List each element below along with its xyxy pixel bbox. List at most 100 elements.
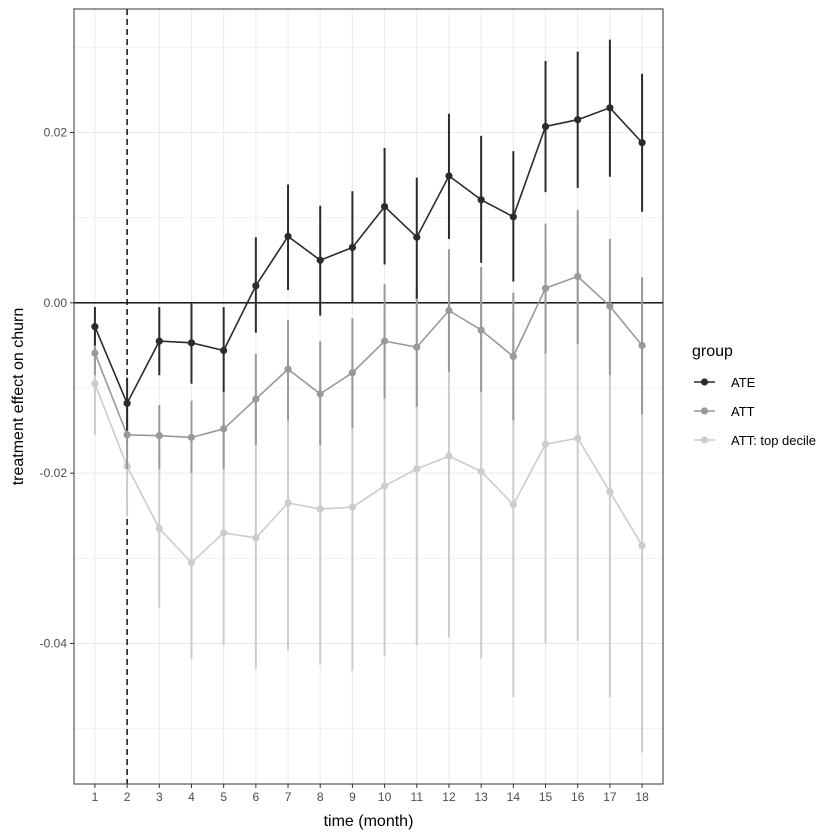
x-tick-label: 11	[411, 790, 424, 804]
point-att-top-decile	[574, 434, 582, 442]
point-att	[638, 341, 646, 350]
legend-label: ATT: top decile	[731, 433, 816, 448]
y-tick-label: -0.04	[40, 636, 68, 650]
point-ate	[380, 202, 389, 211]
point-att-top-decile	[187, 558, 196, 567]
point-ate	[574, 116, 582, 124]
point-ate	[91, 323, 99, 331]
line-att	[94, 275, 643, 439]
x-tick-label: 13	[474, 790, 488, 804]
point-att	[316, 390, 324, 398]
x-tick-label: 8	[317, 790, 324, 804]
y-axis-ticks: -0.04 -0.02 0.00 0.02	[40, 125, 74, 650]
x-tick-label: 10	[378, 790, 392, 804]
point-ate	[155, 337, 163, 345]
series-ate	[91, 39, 646, 431]
point-ate	[509, 213, 517, 221]
point-ate	[348, 243, 357, 252]
point-att	[574, 272, 582, 281]
x-tick-label: 6	[253, 790, 260, 804]
point-att-top-decile	[252, 534, 260, 542]
legend-label: ATT	[731, 404, 755, 419]
point-ate	[252, 282, 260, 290]
point-att-top-decile	[509, 501, 517, 509]
point-att	[284, 365, 292, 373]
point-att	[509, 352, 517, 361]
point-ate	[606, 104, 614, 112]
point-att-top-decile	[477, 467, 485, 476]
point-ate	[316, 256, 324, 264]
series-layer	[91, 39, 646, 753]
legend: group ATE ATT ATT: top decile	[692, 343, 816, 448]
x-axis-ticks: 1 2 3 4 5 6 7 8 9 10 11 12 13 14 15 16 17 18	[92, 784, 649, 804]
point-att-top-decile	[220, 529, 228, 537]
point-att-top-decile	[155, 524, 163, 533]
x-tick-label: 18	[635, 790, 649, 804]
point-att	[606, 302, 614, 310]
x-tick-label: 15	[539, 790, 553, 804]
point-ate	[445, 172, 453, 180]
point-att	[220, 425, 228, 433]
point-att	[187, 433, 196, 441]
y-axis-title: treatment effect on churn	[10, 308, 27, 486]
x-tick-label: 16	[571, 790, 585, 804]
point-att	[252, 395, 260, 403]
x-tick-label: 4	[188, 790, 195, 804]
minor-gridlines	[74, 47, 663, 729]
series-att	[91, 209, 646, 474]
point-att-top-decile	[606, 488, 614, 496]
y-tick-label: 0.02	[44, 125, 68, 139]
point-att-top-decile	[380, 482, 389, 490]
x-tick-label: 17	[603, 790, 617, 804]
point-att	[91, 349, 99, 357]
point-att	[413, 343, 421, 351]
point-ate	[638, 139, 646, 147]
x-axis-title: time (month)	[324, 813, 414, 830]
line-att-top-decile	[94, 383, 643, 564]
point-ate	[187, 339, 196, 347]
line-ate	[94, 106, 643, 406]
point-att-top-decile	[284, 499, 292, 507]
point-att	[445, 306, 453, 315]
x-tick-label: 9	[349, 790, 356, 804]
point-att	[541, 284, 550, 292]
legend-item-ate: ATE	[694, 375, 756, 390]
x-tick-label: 14	[507, 790, 521, 804]
point-ate	[284, 232, 292, 240]
x-tick-label: 3	[156, 790, 163, 804]
point-att-top-decile	[541, 440, 550, 448]
x-tick-label: 7	[285, 790, 292, 804]
legend-key-point	[700, 436, 709, 444]
point-ate	[413, 233, 421, 241]
panel-border	[73, 8, 664, 785]
legend-title: group	[692, 343, 733, 360]
reference-lines	[74, 9, 663, 784]
point-ate	[477, 196, 485, 204]
point-att	[348, 369, 357, 377]
point-att-top-decile	[413, 465, 421, 473]
x-tick-label: 5	[220, 790, 227, 804]
point-att-top-decile	[638, 541, 646, 550]
point-att	[380, 337, 389, 345]
point-ate	[220, 346, 228, 355]
point-att-top-decile	[91, 380, 99, 388]
point-att	[477, 326, 485, 334]
y-tick-label: -0.02	[40, 466, 68, 480]
point-att-top-decile	[348, 503, 357, 511]
legend-label: ATE	[731, 375, 756, 390]
y-tick-label: 0.00	[44, 296, 68, 310]
point-att-top-decile	[445, 452, 453, 460]
legend-key-point	[700, 407, 709, 415]
point-att	[155, 432, 163, 440]
point-ate	[123, 399, 131, 407]
point-ate	[541, 122, 550, 131]
x-tick-label: 1	[92, 790, 99, 804]
x-tick-label: 12	[442, 790, 456, 804]
legend-item-att-top-decile: ATT: top decile	[694, 433, 816, 448]
legend-key-point	[700, 378, 709, 386]
x-tick-label: 2	[124, 790, 131, 804]
point-att	[123, 431, 131, 439]
legend-item-att: ATT	[694, 404, 755, 419]
